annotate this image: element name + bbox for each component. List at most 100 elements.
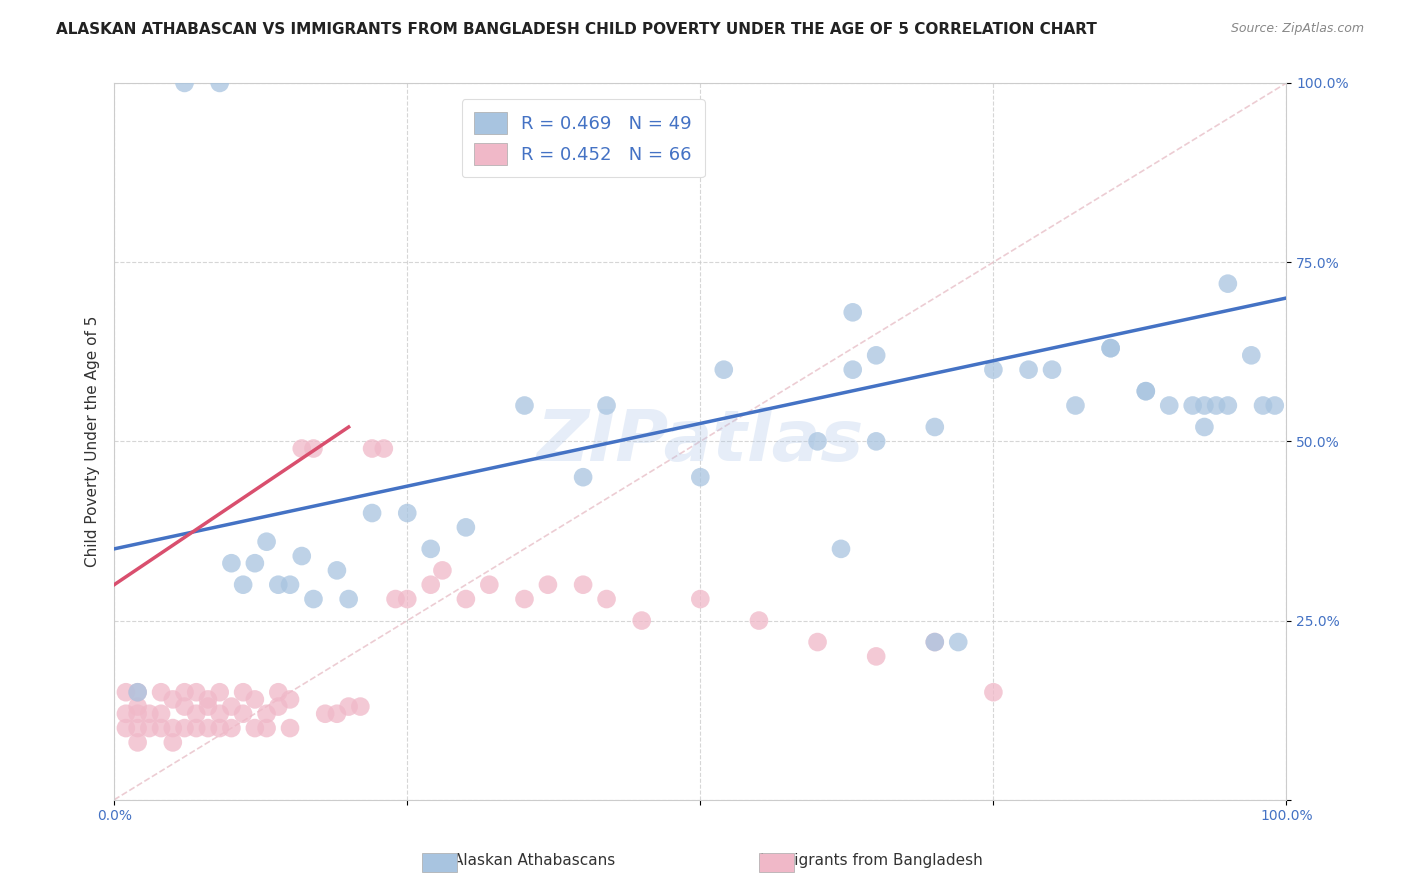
Point [454, 592, 477, 607]
Point [173, 76, 195, 90]
Point [138, 706, 160, 721]
Point [186, 685, 208, 699]
Point [232, 685, 254, 699]
Point [806, 635, 828, 649]
Point [841, 362, 863, 376]
Point [302, 442, 325, 456]
Point [278, 692, 301, 706]
Point [150, 721, 173, 735]
Point [537, 578, 560, 592]
Point [865, 434, 887, 449]
Point [127, 706, 149, 721]
Point [256, 706, 278, 721]
Point [1159, 399, 1181, 413]
Text: Immigrants from Bangladesh: Immigrants from Bangladesh [761, 854, 983, 868]
Point [419, 578, 441, 592]
Point [1216, 277, 1239, 291]
Point [243, 692, 266, 706]
Point [806, 434, 828, 449]
Point [267, 685, 290, 699]
Point [208, 706, 231, 721]
Point [630, 614, 652, 628]
Point [432, 563, 454, 577]
Point [138, 721, 160, 735]
Point [314, 706, 336, 721]
Point [337, 699, 360, 714]
Point [595, 592, 617, 607]
Point [256, 721, 278, 735]
Point [221, 556, 243, 570]
Point [1099, 341, 1122, 355]
Point [232, 578, 254, 592]
Point [197, 699, 219, 714]
Point [127, 735, 149, 749]
Point [361, 442, 384, 456]
Point [173, 685, 195, 699]
Point [115, 721, 138, 735]
Point [150, 706, 173, 721]
Point [173, 721, 195, 735]
Y-axis label: Child Poverty Under the Age of 5: Child Poverty Under the Age of 5 [86, 316, 100, 567]
Point [162, 692, 184, 706]
Point [419, 541, 441, 556]
Point [513, 592, 536, 607]
Point [162, 721, 184, 735]
Point [595, 399, 617, 413]
Point [948, 635, 970, 649]
Point [173, 699, 195, 714]
Point [1240, 348, 1263, 362]
Point [267, 578, 290, 592]
Point [830, 541, 852, 556]
Point [689, 592, 711, 607]
Text: Alaskan Athabascans: Alaskan Athabascans [453, 854, 616, 868]
Point [208, 721, 231, 735]
Point [221, 721, 243, 735]
Point [1205, 399, 1227, 413]
Point [1064, 399, 1087, 413]
Point [983, 362, 1005, 376]
Text: ALASKAN ATHABASCAN VS IMMIGRANTS FROM BANGLADESH CHILD POVERTY UNDER THE AGE OF : ALASKAN ATHABASCAN VS IMMIGRANTS FROM BA… [56, 22, 1097, 37]
Point [1135, 384, 1157, 399]
Point [127, 721, 149, 735]
Point [1135, 384, 1157, 399]
Point [326, 706, 349, 721]
Point [208, 76, 231, 90]
Point [983, 685, 1005, 699]
Point [150, 685, 173, 699]
Point [302, 592, 325, 607]
Point [841, 305, 863, 319]
Point [162, 735, 184, 749]
Point [361, 506, 384, 520]
Point [924, 635, 946, 649]
Point [1194, 399, 1216, 413]
Text: ZIPatlas: ZIPatlas [537, 407, 865, 475]
Text: Source: ZipAtlas.com: Source: ZipAtlas.com [1230, 22, 1364, 36]
Point [1018, 362, 1040, 376]
Point [115, 685, 138, 699]
Point [326, 563, 349, 577]
Point [127, 685, 149, 699]
Point [291, 442, 314, 456]
Point [186, 721, 208, 735]
Point [865, 649, 887, 664]
Point [1216, 399, 1239, 413]
Point [454, 520, 477, 534]
Point [278, 578, 301, 592]
Point [384, 592, 406, 607]
Point [513, 399, 536, 413]
Point [748, 614, 770, 628]
Point [243, 556, 266, 570]
Point [1264, 399, 1286, 413]
Point [243, 721, 266, 735]
Point [208, 685, 231, 699]
Point [115, 706, 138, 721]
Point [924, 420, 946, 434]
Point [337, 592, 360, 607]
Point [278, 721, 301, 735]
Point [197, 692, 219, 706]
Point [373, 442, 395, 456]
Point [865, 348, 887, 362]
Point [127, 699, 149, 714]
Point [232, 706, 254, 721]
Point [127, 685, 149, 699]
